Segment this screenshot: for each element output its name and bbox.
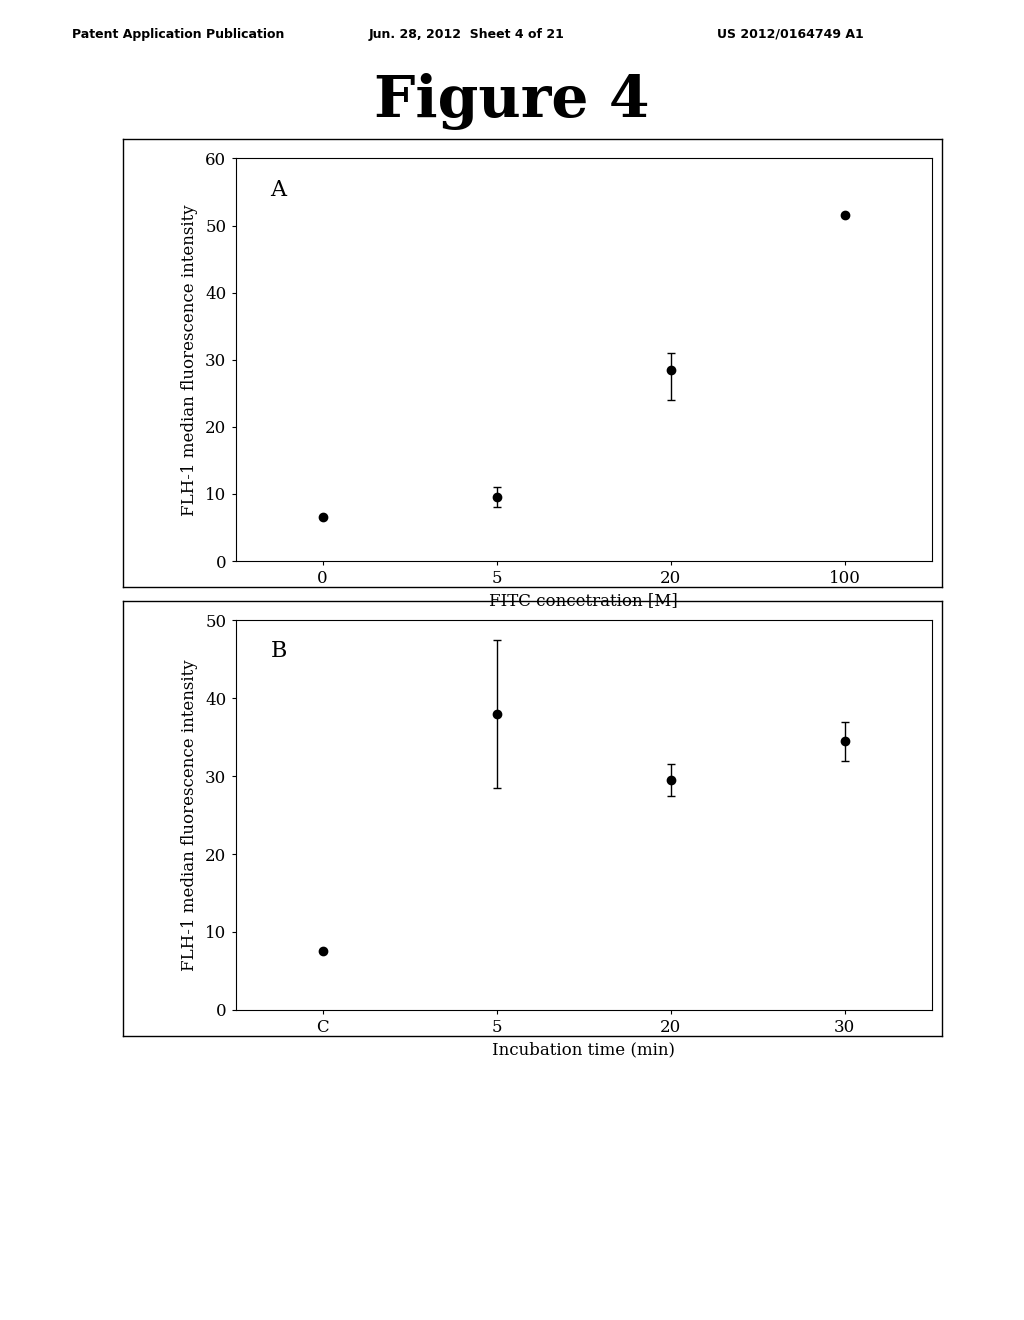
- Text: A: A: [270, 178, 287, 201]
- Y-axis label: FLH-1 median fluorescence intensity: FLH-1 median fluorescence intensity: [181, 659, 199, 972]
- Text: US 2012/0164749 A1: US 2012/0164749 A1: [717, 28, 863, 41]
- X-axis label: Incubation time (min): Incubation time (min): [493, 1041, 675, 1059]
- Text: Jun. 28, 2012  Sheet 4 of 21: Jun. 28, 2012 Sheet 4 of 21: [369, 28, 564, 41]
- Text: Patent Application Publication: Patent Application Publication: [72, 28, 284, 41]
- Text: B: B: [270, 640, 287, 661]
- X-axis label: FITC concetration [M]: FITC concetration [M]: [489, 593, 678, 610]
- Y-axis label: FLH-1 median fluorescence intensity: FLH-1 median fluorescence intensity: [181, 203, 199, 516]
- Text: Figure 4: Figure 4: [374, 73, 650, 129]
